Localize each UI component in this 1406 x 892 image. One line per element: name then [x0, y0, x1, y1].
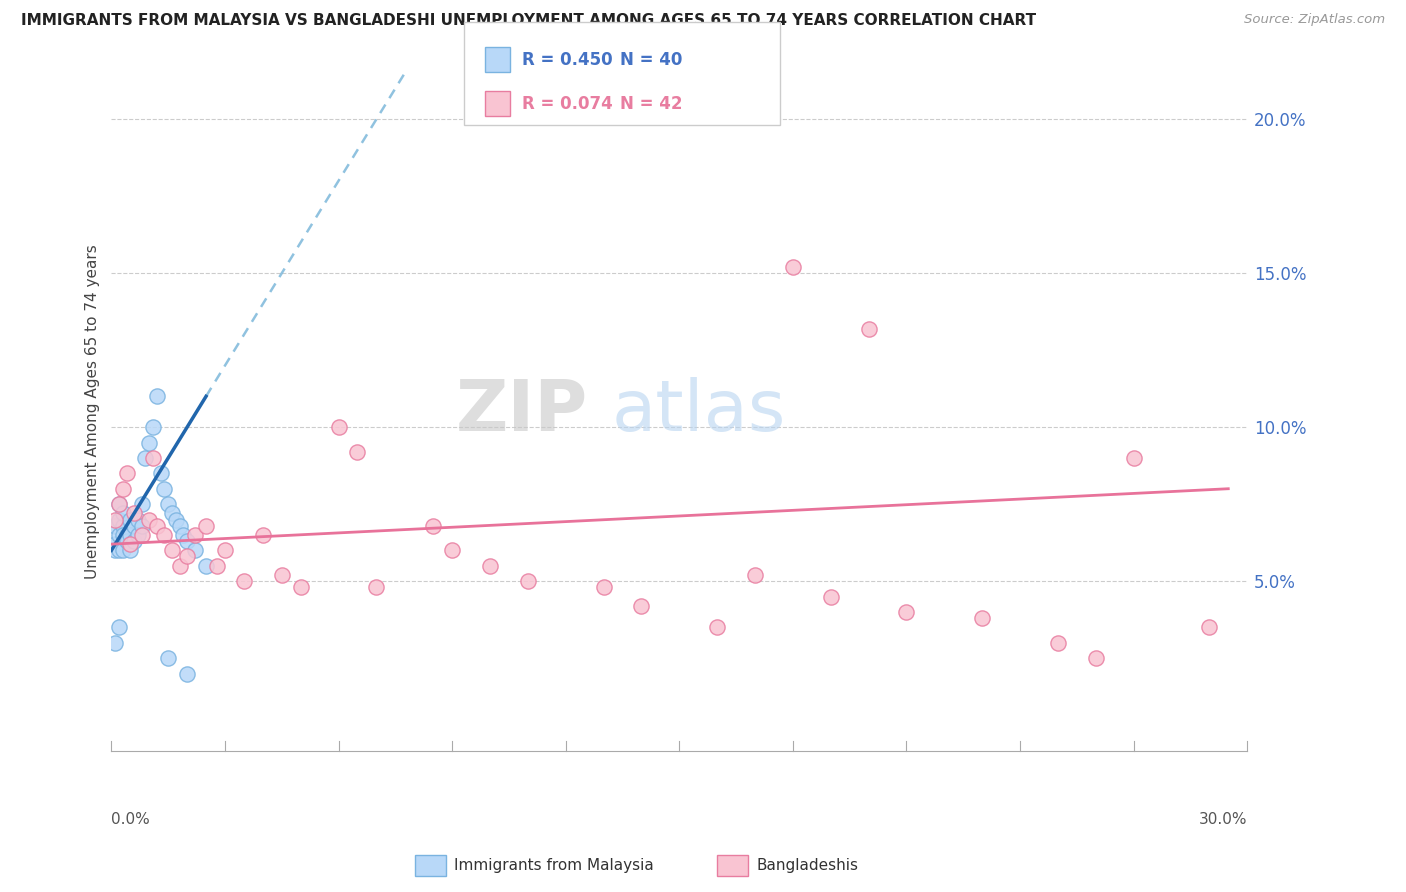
Point: [1122, 450, 1144, 465]
Point: [108, 620, 131, 634]
Point: [183, 543, 205, 558]
Point: [328, 420, 350, 434]
Text: Bangladeshis: Bangladeshis: [756, 858, 859, 872]
Point: [165, 512, 187, 526]
Text: ZIP: ZIP: [456, 377, 589, 446]
Point: [366, 580, 388, 594]
Point: [127, 528, 149, 542]
Text: IMMIGRANTS FROM MALAYSIA VS BANGLADESHI UNEMPLOYMENT AMONG AGES 65 TO 74 YEARS C: IMMIGRANTS FROM MALAYSIA VS BANGLADESHI …: [21, 13, 1036, 29]
Point: [153, 482, 176, 496]
Point: [120, 528, 142, 542]
Point: [104, 537, 127, 551]
Point: [169, 518, 191, 533]
Point: [142, 420, 165, 434]
Point: [131, 497, 153, 511]
Point: [111, 507, 134, 521]
Point: [122, 534, 145, 549]
Point: [858, 321, 880, 335]
Point: [146, 518, 169, 533]
Point: [172, 528, 194, 542]
Point: [160, 543, 183, 558]
Text: Source: ZipAtlas.com: Source: ZipAtlas.com: [1244, 13, 1385, 27]
Point: [441, 543, 464, 558]
Point: [232, 574, 254, 588]
Text: Immigrants from Malaysia: Immigrants from Malaysia: [454, 858, 654, 872]
Point: [592, 580, 614, 594]
Point: [111, 518, 134, 533]
Point: [104, 543, 127, 558]
Point: [115, 534, 138, 549]
Text: atlas: atlas: [612, 377, 786, 446]
Text: 0.0%: 0.0%: [111, 812, 150, 827]
Point: [142, 450, 165, 465]
Point: [1084, 651, 1107, 665]
Point: [195, 558, 218, 573]
Point: [214, 543, 236, 558]
Point: [176, 534, 198, 549]
Point: [131, 528, 153, 542]
Point: [104, 636, 127, 650]
Point: [122, 507, 145, 521]
Point: [149, 467, 172, 481]
Point: [270, 568, 292, 582]
Point: [157, 497, 180, 511]
Point: [111, 482, 134, 496]
Point: [290, 580, 312, 594]
Point: [127, 512, 149, 526]
Point: [176, 666, 198, 681]
Point: [115, 467, 138, 481]
Point: [157, 651, 180, 665]
Point: [138, 512, 160, 526]
Point: [108, 528, 131, 542]
Point: [111, 528, 134, 542]
Point: [195, 518, 218, 533]
Text: R = 0.074: R = 0.074: [522, 95, 613, 112]
Point: [630, 599, 652, 613]
Y-axis label: Unemployment Among Ages 65 to 74 years: Unemployment Among Ages 65 to 74 years: [86, 244, 100, 579]
Point: [972, 611, 994, 625]
Point: [108, 497, 131, 511]
Point: [146, 389, 169, 403]
Point: [138, 435, 160, 450]
Point: [169, 558, 191, 573]
Point: [134, 450, 156, 465]
Point: [176, 549, 198, 564]
Point: [706, 620, 728, 634]
Point: [108, 497, 131, 511]
Point: [108, 512, 131, 526]
Point: [346, 444, 368, 458]
Text: N = 40: N = 40: [620, 51, 682, 69]
Text: R = 0.450: R = 0.450: [522, 51, 612, 69]
Point: [479, 558, 502, 573]
Point: [516, 574, 538, 588]
Point: [744, 568, 766, 582]
Point: [108, 543, 131, 558]
Point: [1046, 636, 1069, 650]
Text: 30.0%: 30.0%: [1199, 812, 1247, 827]
Point: [183, 528, 205, 542]
Point: [111, 543, 134, 558]
Point: [122, 518, 145, 533]
Point: [207, 558, 229, 573]
Point: [131, 518, 153, 533]
Point: [782, 260, 804, 274]
Text: N = 42: N = 42: [620, 95, 682, 112]
Point: [120, 537, 142, 551]
Point: [104, 512, 127, 526]
Point: [896, 605, 918, 619]
Point: [160, 507, 183, 521]
Point: [104, 518, 127, 533]
Point: [120, 512, 142, 526]
Point: [252, 528, 274, 542]
Point: [115, 528, 138, 542]
Point: [820, 590, 842, 604]
Point: [153, 528, 176, 542]
Point: [422, 518, 444, 533]
Point: [1198, 620, 1220, 634]
Point: [120, 543, 142, 558]
